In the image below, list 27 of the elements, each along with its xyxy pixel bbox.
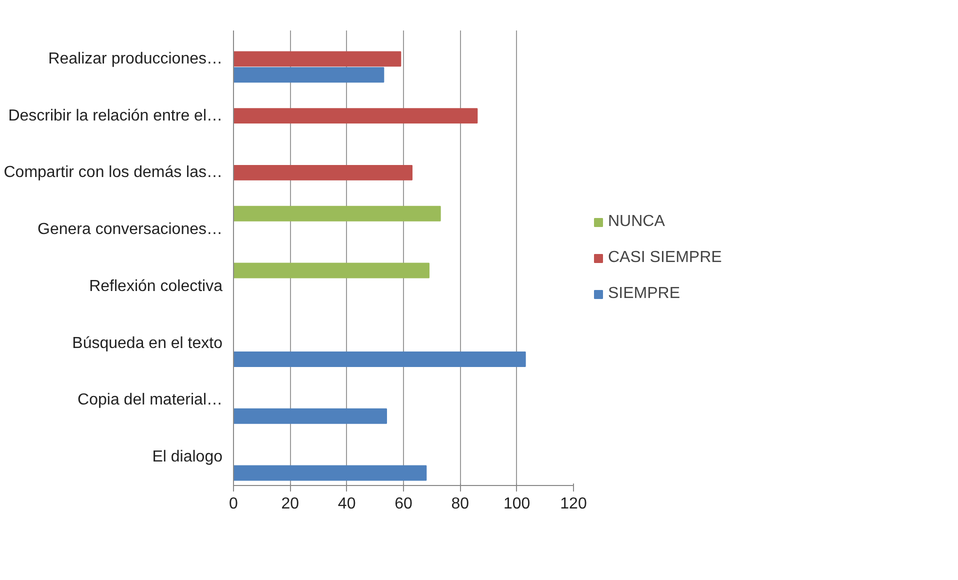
bar [234, 408, 387, 424]
y-tick-label: Copia del material… [78, 392, 222, 409]
bar [234, 352, 526, 367]
x-tick-label: 0 [229, 496, 238, 512]
bar [234, 262, 430, 278]
x-tick-label: 120 [560, 496, 587, 512]
y-tick-label: Describir la relación entre el… [8, 107, 223, 124]
y-tick-label: Genera conversaciones… [38, 221, 222, 238]
legend-label: CASI SIEMPRE [608, 248, 722, 266]
bar [234, 67, 384, 83]
x-tick-label: 80 [451, 496, 470, 512]
bar [234, 465, 427, 481]
y-tick-label: El dialogo [152, 448, 223, 466]
legend-label: NUNCA [608, 212, 665, 230]
x-tick-label: 100 [503, 496, 530, 512]
y-tick-label: Búsqueda en el texto [72, 334, 223, 352]
bar [234, 164, 412, 180]
bar [234, 51, 402, 67]
bar [234, 108, 478, 124]
bar [234, 206, 441, 222]
x-tick-label: 40 [338, 496, 356, 512]
legend-label: SIEMPRE [608, 284, 680, 302]
x-tick-label: 20 [281, 496, 300, 512]
x-tick-label: 60 [394, 496, 412, 512]
y-tick-label: Reflexión colectiva [89, 278, 223, 295]
y-tick-label: Realizar producciones… [48, 50, 223, 68]
y-tick-label: Compartir con los demás las… [4, 164, 223, 182]
